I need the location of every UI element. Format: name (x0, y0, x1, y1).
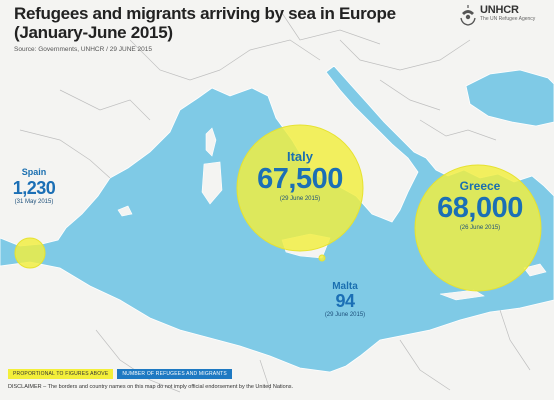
report-date: (29 June 2015) (324, 312, 366, 318)
country-name: Malta (332, 281, 358, 292)
map-legend: PROPORTIONAL TO FIGURES ABOVE NUMBER OF … (8, 369, 232, 379)
country-name: Greece (459, 179, 501, 193)
circle-spain (14, 237, 46, 269)
circle-malta (318, 254, 326, 262)
source-note: Source: Governments, UNHCR / 29 JUNE 201… (14, 46, 152, 53)
legend-proportional: PROPORTIONAL TO FIGURES ABOVE (8, 369, 114, 379)
label-malta: Malta 94 (29 June 2015) (312, 281, 378, 319)
map-title: Refugees and migrants arriving by sea in… (14, 4, 396, 42)
unhcr-emblem-icon (460, 5, 476, 26)
label-greece: Greece 68,000 (26 June 2015) (428, 180, 532, 231)
unhcr-logo: UNHCR The UN Refugee Agency (459, 4, 535, 26)
island-crete (439, 289, 485, 301)
arrival-count: 94 (335, 291, 355, 311)
arrival-count: 68,000 (437, 192, 523, 224)
title-line-2: (January-June 2015) (14, 23, 173, 42)
arrival-count: 67,500 (257, 163, 343, 195)
label-italy: Italy 67,500 (29 June 2015) (248, 150, 352, 202)
report-date: (31 May 2015) (14, 199, 54, 205)
black-sea (465, 69, 554, 127)
island-corsica (205, 127, 217, 157)
country-name: Spain (21, 167, 47, 177)
disclaimer-text: DISCLAIMER – The borders and country nam… (8, 384, 294, 390)
report-date: (29 June 2015) (279, 196, 321, 202)
circle-italy (236, 124, 364, 252)
report-date: (26 June 2015) (459, 225, 501, 231)
circle-greece (414, 164, 542, 292)
island-mallorca (117, 205, 133, 217)
title-line-1: Refugees and migrants arriving by sea in… (14, 4, 396, 23)
logo-text: UNHCR The UN Refugee Agency (480, 4, 535, 22)
label-spain: Spain 1,230 (31 May 2015) (6, 167, 62, 206)
logo-name: UNHCR (480, 4, 519, 16)
proportional-circles (14, 124, 542, 292)
country-borders (19, 9, 531, 393)
island-sardinia (201, 161, 223, 205)
logo-subtitle: The UN Refugee Agency (480, 16, 536, 22)
country-name: Italy (286, 149, 313, 164)
legend-number: NUMBER OF REFUGEES AND MIGRANTS (117, 369, 232, 379)
arrival-count: 1,230 (12, 178, 56, 198)
island-cyprus (523, 263, 547, 277)
